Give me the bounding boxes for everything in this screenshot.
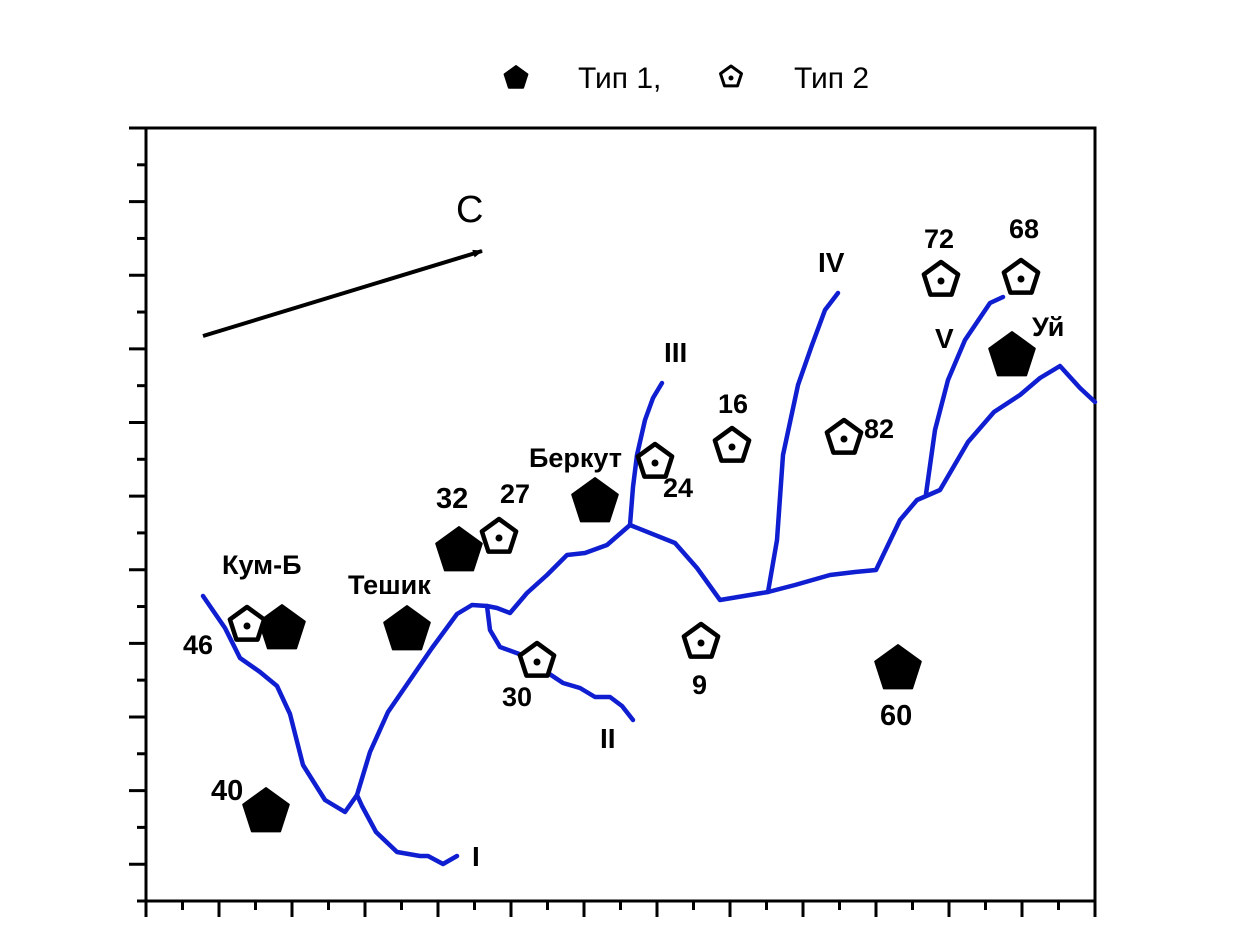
center-dot-icon <box>728 75 734 81</box>
site-label-30: 30 <box>502 682 532 712</box>
site-marker-berkut <box>571 477 619 523</box>
site-marker-40 <box>242 787 290 833</box>
site-marker-9 <box>681 621 721 659</box>
river-IV <box>765 290 841 595</box>
center-dot-icon <box>651 459 659 467</box>
legend-type1-label: Тип 1, <box>578 62 661 95</box>
river-II <box>484 603 636 723</box>
site-marker-kum-b <box>258 604 306 650</box>
site-label-16: 16 <box>718 389 748 419</box>
site-marker-32 <box>435 526 483 572</box>
north-label: С <box>456 189 483 231</box>
site-label-46: 46 <box>183 630 213 660</box>
site-label-68: 68 <box>1009 214 1039 244</box>
north-arrow: С <box>202 189 483 338</box>
river-label-III: III <box>664 337 687 368</box>
site-label-9: 9 <box>692 670 707 700</box>
river-label-II: II <box>600 723 616 754</box>
site-label-72: 72 <box>924 224 954 254</box>
center-dot-icon <box>697 639 705 647</box>
site-label-27: 27 <box>500 479 530 509</box>
legend-type1-symbol-icon <box>503 65 529 89</box>
legend: Тип 1, Тип 2 <box>503 62 869 95</box>
site-label-kum-b: Кум-Б <box>222 550 302 580</box>
site-labels: Кум-Б 46 Тешик 32 27 Беркут 24 30 16 9 8… <box>183 214 1064 807</box>
site-marker-60 <box>874 644 922 690</box>
site-label-32: 32 <box>436 483 468 515</box>
site-markers <box>227 257 1041 833</box>
filled-pentagon-icon <box>571 477 619 523</box>
north-arrow-icon <box>202 249 483 338</box>
center-dot-icon <box>495 534 503 542</box>
site-label-40: 40 <box>211 775 243 807</box>
site-marker-uy <box>988 331 1036 377</box>
site-label-82: 82 <box>864 414 894 444</box>
center-dot-icon <box>840 435 848 443</box>
center-dot-icon <box>728 443 736 451</box>
site-marker-teshik <box>383 605 431 651</box>
river-I <box>200 593 460 867</box>
river-III <box>627 380 665 528</box>
site-label-24: 24 <box>663 473 693 503</box>
site-label-berkut: Беркут <box>529 443 622 473</box>
site-marker-68 <box>1001 257 1041 295</box>
river-V <box>923 294 1006 497</box>
filled-pentagon-icon <box>988 331 1036 377</box>
legend-type2-label: Тип 2 <box>794 62 869 95</box>
river-label-V: V <box>935 323 954 354</box>
site-marker-46 <box>227 604 267 642</box>
river-network: I II III IV V <box>200 247 1098 872</box>
site-marker-72 <box>921 259 961 297</box>
site-marker-82 <box>824 417 864 455</box>
filled-pentagon-icon <box>435 526 483 572</box>
filled-pentagon-icon <box>242 787 290 833</box>
filled-pentagon-icon <box>874 644 922 690</box>
site-label-uy: Уй <box>1032 312 1064 342</box>
site-marker-27 <box>479 516 519 554</box>
river-main <box>354 363 1098 798</box>
center-dot-icon <box>533 658 541 666</box>
site-label-teshik: Тешик <box>348 570 431 600</box>
center-dot-icon <box>243 622 251 630</box>
filled-pentagon-icon <box>383 605 431 651</box>
center-dot-icon <box>1017 275 1025 283</box>
frame-ticks <box>129 126 1097 917</box>
filled-pentagon-icon <box>258 604 306 650</box>
site-marker-30 <box>517 640 557 678</box>
river-label-I: I <box>472 841 480 872</box>
site-marker-24 <box>635 441 675 479</box>
legend-type2-symbol-icon <box>719 64 743 88</box>
center-dot-icon <box>937 277 945 285</box>
site-label-60: 60 <box>880 700 912 732</box>
site-marker-16 <box>712 425 752 463</box>
river-label-IV: IV <box>818 247 845 278</box>
filled-pentagon-icon <box>503 65 529 89</box>
